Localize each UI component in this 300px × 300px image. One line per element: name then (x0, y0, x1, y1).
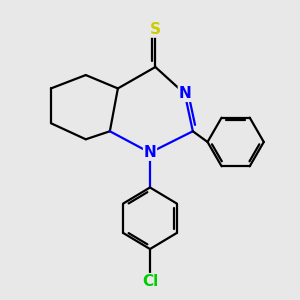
Text: N: N (178, 86, 191, 101)
Text: N: N (144, 145, 156, 160)
Text: S: S (150, 22, 161, 37)
Text: Cl: Cl (142, 274, 158, 289)
